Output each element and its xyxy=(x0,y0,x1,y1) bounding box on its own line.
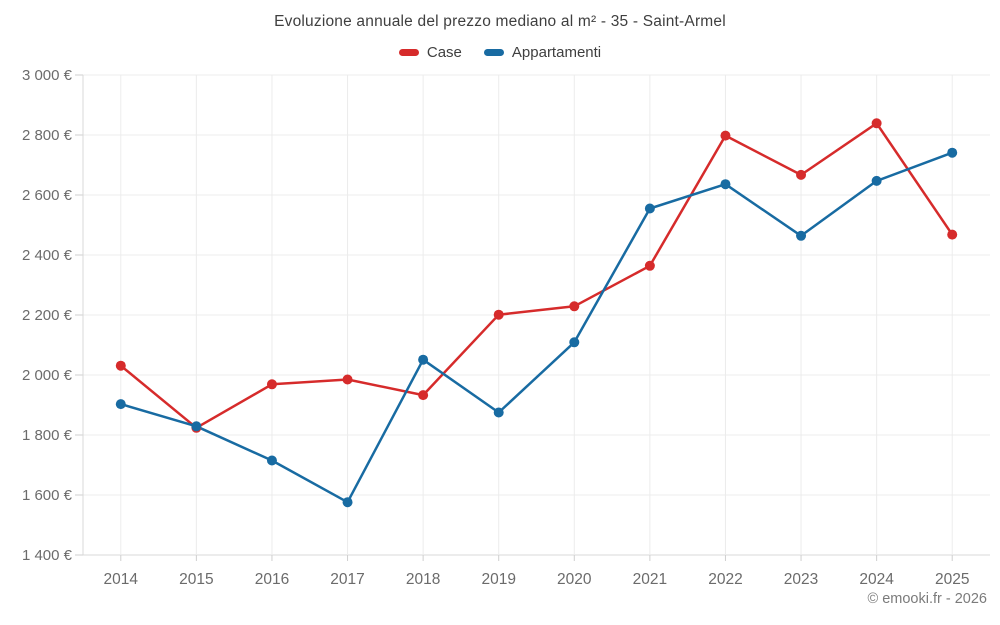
case-point-2021[interactable] xyxy=(644,260,655,271)
appartamenti-point-2020[interactable] xyxy=(569,337,580,348)
x-tick-label: 2024 xyxy=(859,571,894,588)
case-point-2024[interactable] xyxy=(871,118,882,129)
x-tick-label: 2017 xyxy=(330,571,364,588)
appartamenti-point-2018[interactable] xyxy=(418,354,429,365)
case-point-2022[interactable] xyxy=(720,130,731,141)
appartamenti-point-2023[interactable] xyxy=(796,230,807,241)
case-point-2023[interactable] xyxy=(796,169,807,180)
appartamenti-point-2014[interactable] xyxy=(115,399,126,410)
legend-label-case: Case xyxy=(426,44,462,61)
x-tick-label: 2022 xyxy=(708,571,742,588)
case-line xyxy=(119,122,954,430)
y-tick-label: 2 400 € xyxy=(22,247,73,264)
x-tick-label: 2023 xyxy=(784,571,818,588)
appartamenti-swatch-icon xyxy=(483,49,504,56)
copyright-credit: © emooki.fr - 2026 xyxy=(867,591,987,607)
y-tick-label: 1 600 € xyxy=(22,487,73,504)
y-tick-label: 2 800 € xyxy=(22,127,73,144)
y-tick-label: 2 600 € xyxy=(22,187,73,204)
case-point-2018[interactable] xyxy=(418,390,429,401)
x-tick-label: 2015 xyxy=(179,571,213,588)
legend-item-case[interactable]: Case xyxy=(398,44,462,61)
appartamenti-line xyxy=(119,151,954,504)
appartamenti-point-2019[interactable] xyxy=(493,407,504,418)
appartamenti-point-2017[interactable] xyxy=(342,497,353,508)
case-point-2019[interactable] xyxy=(493,309,504,320)
y-tick-label: 2 000 € xyxy=(22,367,73,384)
case-swatch-icon xyxy=(398,49,419,56)
y-tick-label: 1 400 € xyxy=(22,547,73,564)
x-tick-label: 2020 xyxy=(557,571,592,588)
y-tick-label: 3 000 € xyxy=(22,67,73,84)
case-point-2016[interactable] xyxy=(266,379,277,390)
x-tick-label: 2019 xyxy=(481,571,515,588)
case-point-2017[interactable] xyxy=(342,374,353,385)
y-tick-label: 2 200 € xyxy=(22,307,73,324)
x-tick-label: 2016 xyxy=(255,571,289,588)
appartamenti-point-2015[interactable] xyxy=(191,421,202,432)
appartamenti-point-2024[interactable] xyxy=(871,175,882,186)
legend-item-appartamenti[interactable]: Appartamenti xyxy=(483,44,602,61)
case-point-2025[interactable] xyxy=(947,229,958,240)
legend: Case Appartamenti xyxy=(0,44,1000,61)
chart-title: Evoluzione annuale del prezzo mediano al… xyxy=(274,13,726,30)
x-tick-label: 2025 xyxy=(935,571,969,588)
x-tick-label: 2018 xyxy=(406,571,440,588)
x-tick-label: 2021 xyxy=(633,571,667,588)
appartamenti-point-2021[interactable] xyxy=(644,203,655,214)
appartamenti-point-2016[interactable] xyxy=(266,455,277,466)
case-point-2020[interactable] xyxy=(569,301,580,312)
appartamenti-point-2022[interactable] xyxy=(720,179,731,190)
appartamenti-point-2025[interactable] xyxy=(947,147,958,158)
x-tick-label: 2014 xyxy=(104,571,139,588)
y-tick-label: 1 800 € xyxy=(22,427,73,444)
legend-label-appartamenti: Appartamenti xyxy=(511,44,602,61)
case-point-2014[interactable] xyxy=(115,360,126,371)
